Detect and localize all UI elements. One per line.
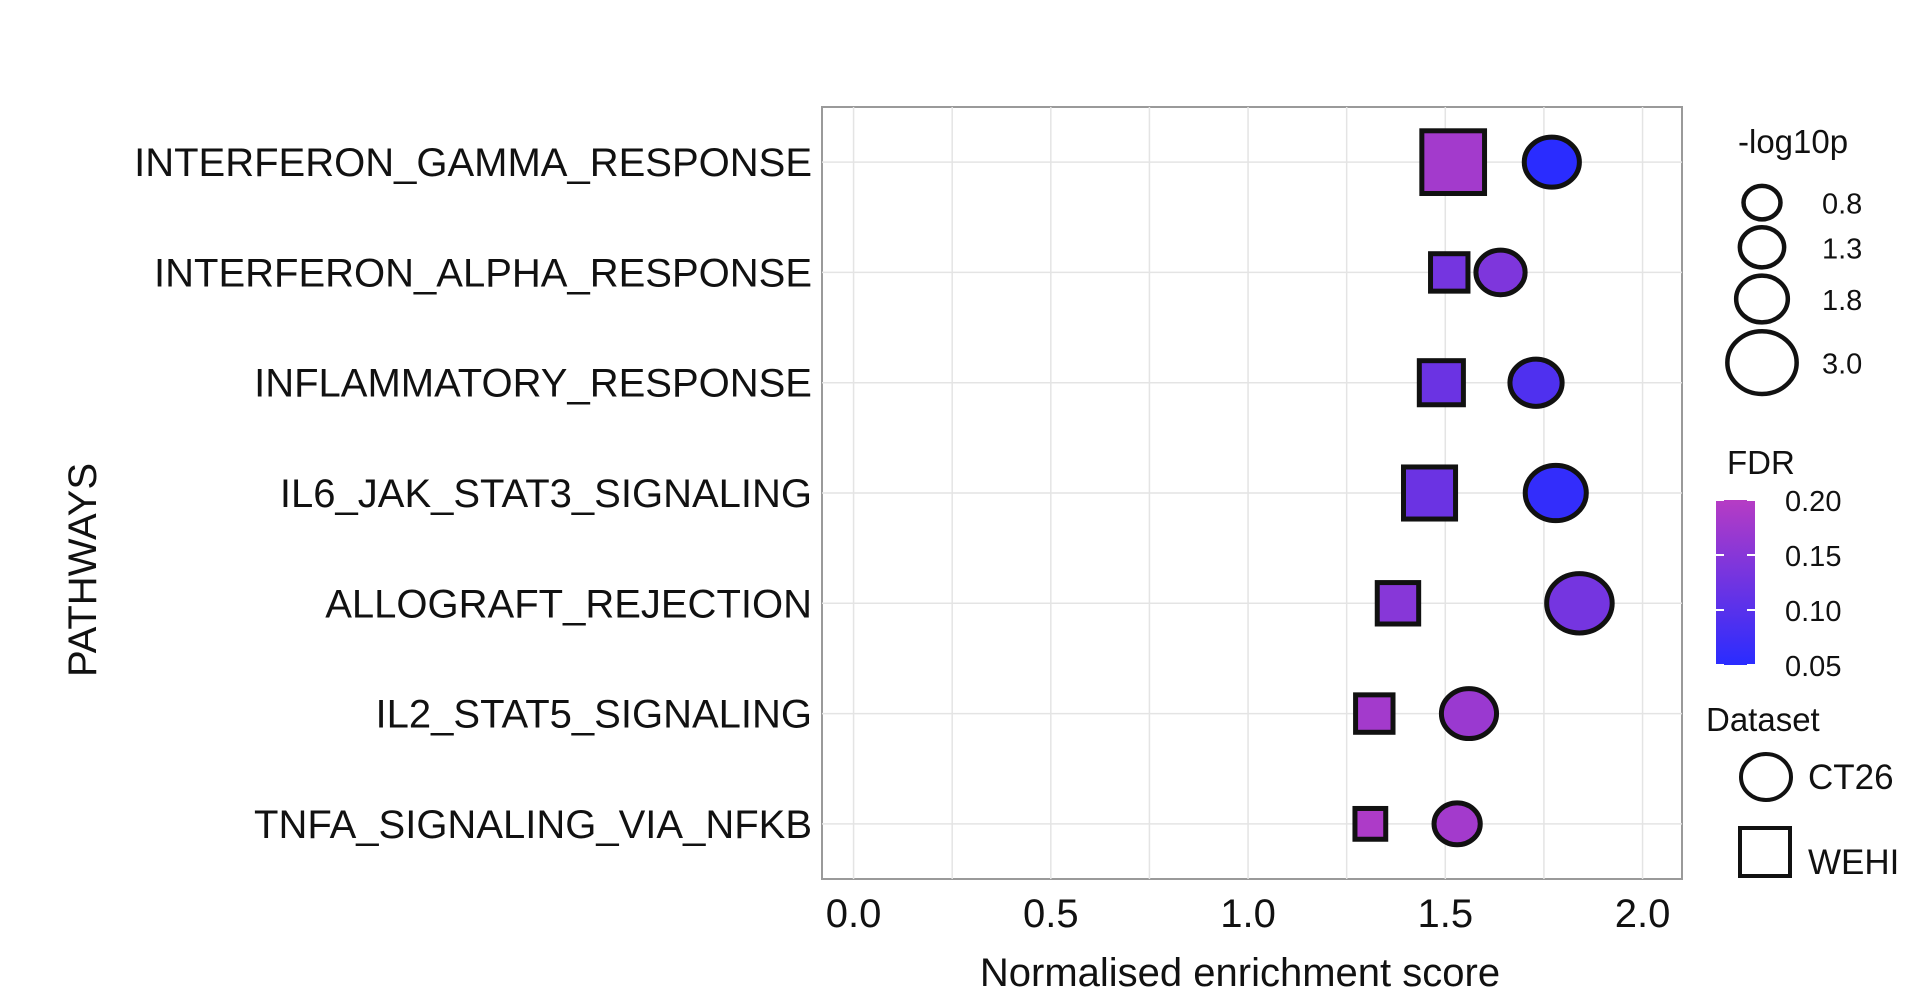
ct26-point <box>1473 247 1528 298</box>
size-legend-label: 1.3 <box>1822 233 1862 265</box>
x-axis-label: Normalised enrichment score <box>980 951 1500 994</box>
x-tick-label: 0.5 <box>1023 892 1079 936</box>
color-legend-label: 0.15 <box>1785 541 1841 573</box>
shape-legend-square <box>1738 826 1792 878</box>
color-legend-label: 0.05 <box>1785 651 1841 683</box>
shape-legend-label: CT26 <box>1808 758 1894 797</box>
color-legend: FDR 0.20 0.15 0.10 0.05 <box>1716 444 1841 683</box>
color-legend-label: 0.10 <box>1785 596 1841 628</box>
shape-legend-circle <box>1739 752 1793 802</box>
ct26-point <box>1438 686 1500 742</box>
x-tick-label: 2.0 <box>1615 892 1671 936</box>
size-legend-title: -log10p <box>1738 123 1848 160</box>
size-legend-label: 1.8 <box>1822 285 1862 317</box>
shape-legend-label: WEHI <box>1808 843 1899 882</box>
wehi-point <box>1353 692 1396 735</box>
y-tick-label: TNFA_SIGNALING_VIA_NFKB <box>254 803 812 847</box>
size-legend-circle <box>1741 183 1783 222</box>
size-legend-circle <box>1733 273 1791 325</box>
wehi-point <box>1352 805 1389 842</box>
y-tick-label: IL6_JAK_STAT3_SIGNALING <box>280 472 812 516</box>
x-axis-tick-labels: 0.0 0.5 1.0 1.5 2.0 <box>826 892 1671 936</box>
size-legend-circle <box>1725 329 1799 397</box>
y-axis-tick-labels: INTERFERON_GAMMA_RESPONSE INTERFERON_ALPH… <box>134 141 812 847</box>
y-tick-label: INTERFERON_GAMMA_RESPONSE <box>134 141 812 185</box>
ct26-point <box>1522 462 1589 524</box>
x-tick-label: 0.0 <box>826 892 882 936</box>
wehi-point <box>1419 128 1488 196</box>
size-legend-label: 0.8 <box>1822 189 1862 221</box>
wehi-point <box>1374 580 1422 627</box>
y-tick-label: IL2_STAT5_SIGNALING <box>376 693 812 737</box>
shape-legend: Dataset CT26 WEHI <box>1706 701 1899 882</box>
wehi-point <box>1428 251 1471 294</box>
y-tick-label: INFLAMMATORY_RESPONSE <box>254 362 812 406</box>
ct26-point <box>1507 356 1565 409</box>
wehi-point <box>1400 464 1459 522</box>
x-tick-label: 1.0 <box>1220 892 1276 936</box>
size-legend-label: 3.0 <box>1822 349 1862 381</box>
size-legend: -log10p 0.8 1.3 1.8 3.0 <box>1725 123 1862 397</box>
data-marks <box>1352 128 1615 848</box>
grid-lines <box>822 107 1682 879</box>
x-tick-label: 1.5 <box>1417 892 1473 936</box>
y-axis-label: PATHWAYS <box>61 463 105 677</box>
color-legend-label: 0.20 <box>1785 486 1841 518</box>
y-tick-label: ALLOGRAFT_REJECTION <box>325 582 812 626</box>
color-legend-title: FDR <box>1727 444 1795 481</box>
size-legend-circle <box>1737 225 1787 270</box>
color-legend-bar <box>1716 500 1755 665</box>
ct26-point <box>1521 134 1582 190</box>
ct26-point <box>1431 800 1483 848</box>
y-tick-label: INTERFERON_ALPHA_RESPONSE <box>154 251 812 295</box>
ct26-point <box>1544 571 1615 636</box>
wehi-point <box>1416 358 1466 408</box>
shape-legend-title: Dataset <box>1706 701 1820 738</box>
